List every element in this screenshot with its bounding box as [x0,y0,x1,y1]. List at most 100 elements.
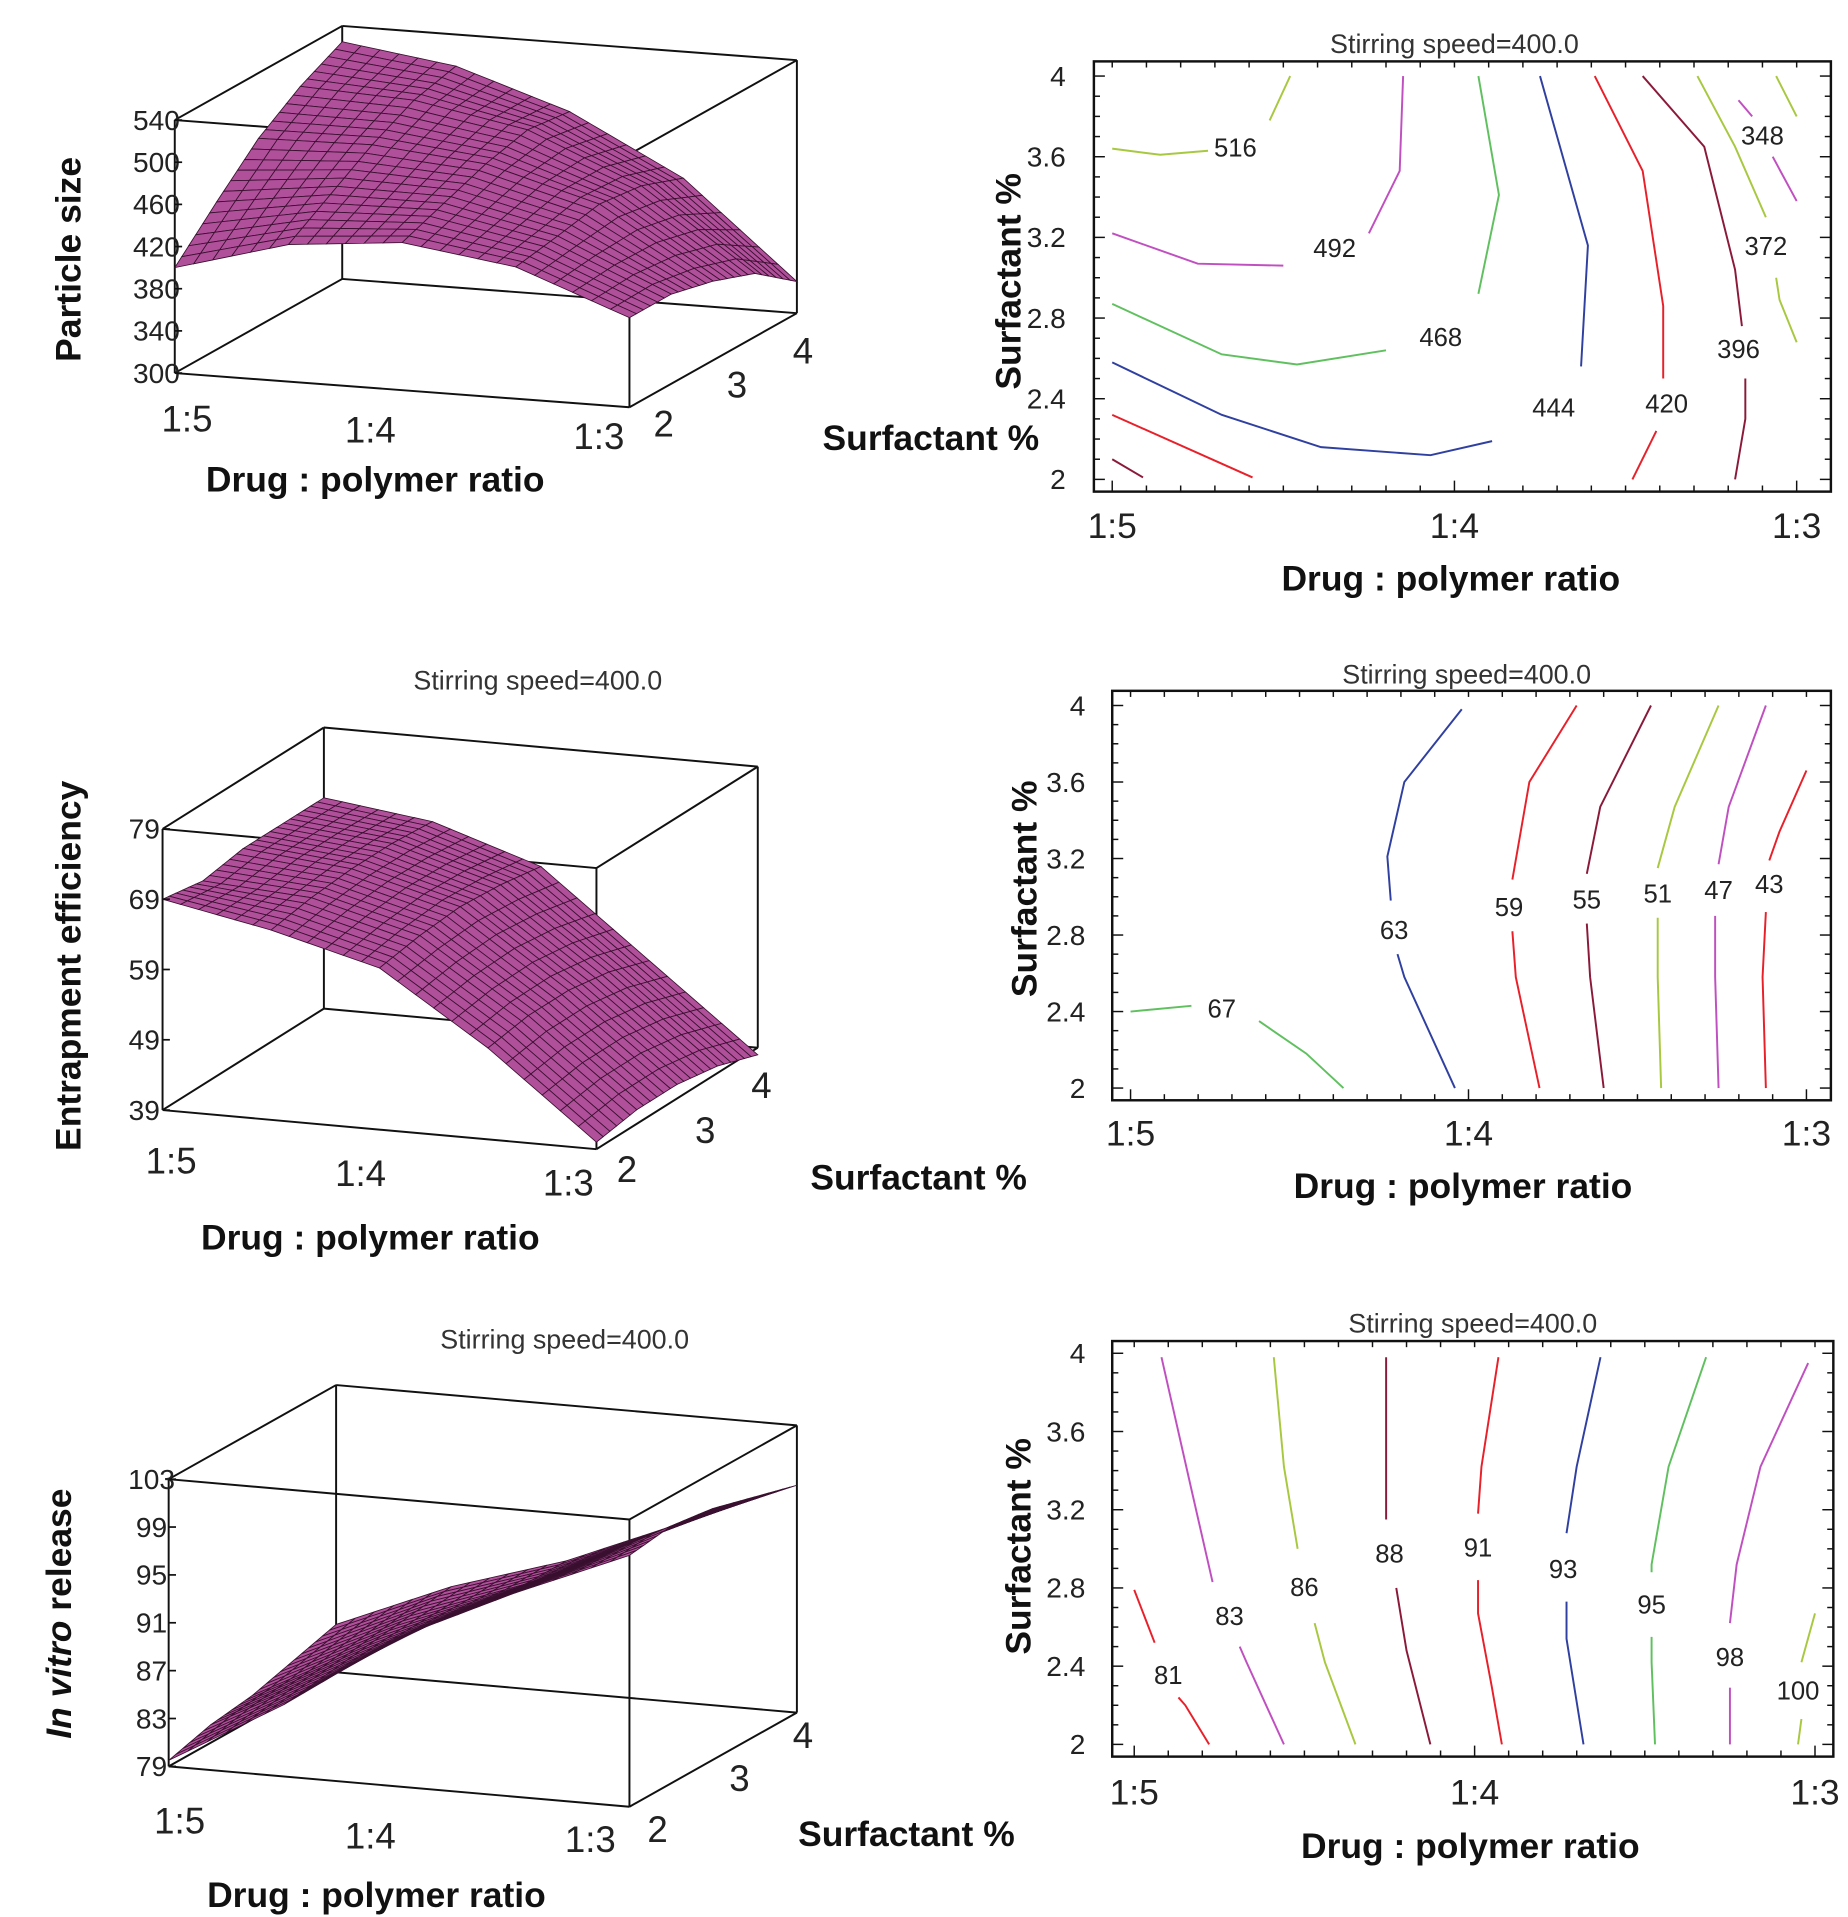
y-axis-label: Surfactant % [989,173,1029,390]
chart-title: Stirring speed=400.0 [1330,29,1579,59]
contour-line-396 [1111,458,1144,479]
contour-line-468 [1477,75,1500,295]
y-tick-label: 2.8 [1027,303,1066,334]
box-edge [336,1384,797,1427]
contour-line-43 [1768,770,1808,861]
surface-mesh [168,1484,798,1761]
contour-line-63 [1386,708,1463,901]
y-tick-label: 3.6 [1046,1416,1085,1447]
contour-label: 98 [1716,1644,1745,1672]
plot-frame [1092,60,1833,493]
z-tick-label: 39 [129,1095,160,1126]
z-axis-label: Particle size [49,157,89,362]
contour-line-83 [1160,1356,1214,1583]
contour-line-51 [1656,917,1663,1089]
box-edge [342,277,797,315]
z-tick-label: 99 [136,1512,167,1543]
y-axis-label: Surfactant % [823,418,1040,458]
z-tick-label: 300 [133,358,180,389]
surface-mesh [173,41,799,319]
contour-line-59 [1511,704,1578,880]
z-tick-label: 49 [129,1025,160,1056]
x-tick-label: 1:4 [345,410,396,451]
z-tick-label: 500 [133,147,180,178]
z-tick-label: 95 [136,1560,167,1591]
contour-line-91 [1477,1357,1500,1514]
contour-label: 47 [1704,877,1733,905]
z-tick-label: 91 [136,1608,167,1639]
contour-line-468 [1111,302,1387,366]
contour-label: 88 [1375,1541,1404,1569]
contour-line-55 [1585,705,1652,874]
z-tick-label: 69 [129,884,160,915]
y-axis-label: Surfactant % [798,1814,1015,1854]
contour-line-100 [1797,1718,1803,1745]
y-tick-label: 4 [1050,61,1066,92]
x-tick-label: 1:3 [565,1819,616,1860]
surface-cell [610,1550,637,1563]
z-tick-label: 87 [136,1655,167,1686]
y-tick-label: 2 [647,1809,667,1850]
contour-label: 91 [1464,1535,1493,1563]
contour-line-444 [1111,361,1493,457]
y-tick-label: 2.8 [1046,920,1085,951]
y-tick-label: 2 [653,404,673,445]
box-edge [628,1424,798,1521]
y-tick-label: 2.4 [1046,996,1085,1027]
contour-line-86 [1313,1622,1357,1745]
contour-label: 81 [1154,1662,1183,1690]
z-tick-label: 103 [128,1464,175,1495]
contour-line-348 [1737,99,1753,118]
contour-line-372 [1775,277,1798,343]
x-tick-label: 1:5 [1110,1772,1159,1812]
contour-line-81 [1177,1696,1210,1745]
x-tick-label: 1:3 [573,416,624,457]
contour-label: 420 [1645,391,1688,419]
x-tick-label: 1:5 [1088,506,1137,546]
z-tick-label: 420 [133,231,180,262]
contour-line-420 [1631,430,1658,480]
x-tick-label: 1:3 [1790,1772,1839,1812]
contour-line-93 [1565,1601,1585,1745]
contour-line-67 [1130,1004,1192,1013]
x-axis-label: Drug : polymer ratio [1281,559,1620,599]
contour-line-55 [1585,923,1605,1089]
box-edge [168,1384,337,1481]
y-axis-label: Surfactant % [998,1438,1038,1655]
box-edge [336,1671,797,1714]
chart-title: Stirring speed=400.0 [413,666,662,696]
y-tick-label: 3 [729,1758,749,1799]
contour-label: 51 [1643,881,1672,909]
y-tick-label: 3.6 [1027,142,1066,173]
z-tick-label: 83 [136,1703,167,1734]
y-tick-label: 2.8 [1046,1573,1085,1604]
x-tick-label: 1:4 [345,1815,396,1856]
contour-line-67 [1258,1020,1345,1089]
contour-label: 43 [1755,871,1784,899]
y-axis-label: Surfactant % [1004,781,1044,998]
x-axis-label: Drug : polymer ratio [1294,1166,1633,1206]
contour-line-420 [1593,75,1665,379]
contour-line-83 [1238,1646,1285,1745]
x-tick-label: 1:3 [1772,506,1821,546]
x-tick-label: 1:4 [335,1153,386,1194]
contour-line-100 [1800,1613,1816,1663]
surface-chart-0: 540 500 460 420 380 340 300 1:5 1:4 1:3 2 3 4 Surfact… [49,24,1040,500]
contour-label: 396 [1717,336,1760,364]
y-tick-label: 4 [1070,1338,1086,1369]
z-tick-label: 79 [129,814,160,845]
contour-line-93 [1565,1356,1602,1534]
surface-cell [577,1120,604,1143]
box-edge [174,372,630,409]
x-tick-label: 1:5 [162,399,213,440]
contour-label: 63 [1380,917,1409,945]
contour-line-59 [1511,931,1541,1089]
box-edge [342,24,797,62]
contour-line-372 [1775,75,1798,117]
contour-line-43 [1761,912,1767,1089]
contour-line-86 [1272,1357,1299,1549]
box-edge [628,312,798,409]
contour-label: 59 [1495,894,1524,922]
contour-chart-3: 67 63 59 55 51 47 43 4 3.6 3.2 2.8 2.4 2 1:5 1:4 1:3 Sti… [1004,660,1833,1206]
